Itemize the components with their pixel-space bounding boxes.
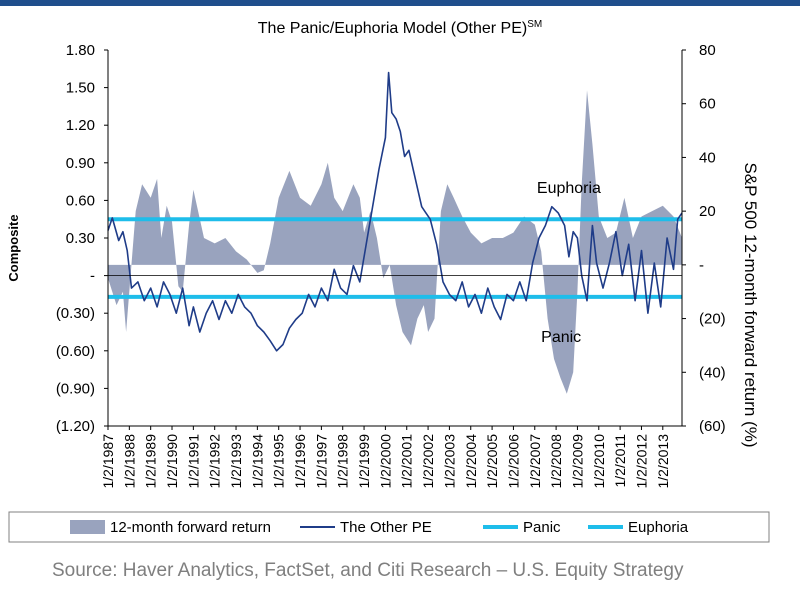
- other-pe-line: [107, 71, 683, 352]
- chart-title: The Panic/Euphoria Model (Other PE)SM: [258, 19, 542, 37]
- x-tick-label: 1/2/2001: [399, 434, 415, 489]
- x-tick-label: 1/2/2002: [420, 434, 436, 489]
- source-note: Source: Haver Analytics, FactSet, and Ci…: [52, 560, 684, 581]
- right-tick-label: (60): [699, 418, 726, 435]
- legend-box: [8, 511, 770, 543]
- x-tick-label: 1/2/1992: [207, 434, 223, 489]
- x-tick-label: 1/2/1991: [185, 434, 201, 489]
- left-tick-label: 0.60: [66, 192, 95, 209]
- legend: 12-month forward return The Other PE Panic…: [70, 519, 689, 536]
- x-tick-label: 1/2/1988: [121, 434, 137, 489]
- x-tick-label: 1/2/2009: [569, 434, 585, 489]
- x-tick-label: 1/2/2008: [548, 434, 564, 489]
- legend-label-euphoria: Euphoria: [628, 519, 689, 536]
- forward-return-layer: [108, 90, 682, 394]
- left-tick-label: (0.30): [56, 305, 95, 322]
- x-tick-label: 1/2/2000: [377, 434, 393, 489]
- x-tick-label: 1/2/1998: [335, 434, 351, 489]
- x-tick-label: 1/2/1990: [164, 434, 180, 489]
- right-tick-label: -: [699, 257, 704, 274]
- right-tick-label: 40: [699, 149, 716, 166]
- left-tick-label: (0.60): [56, 343, 95, 360]
- x-tick-label: 1/2/1997: [313, 434, 329, 489]
- x-tick-label: 1/2/1994: [249, 434, 265, 489]
- legend-label-panic: Panic: [523, 519, 561, 536]
- left-tick-label: 1.50: [66, 80, 95, 97]
- x-tick-label: 1/2/2003: [441, 434, 457, 489]
- left-tick-label: (1.20): [56, 418, 95, 435]
- left-tick-label: 1.20: [66, 117, 95, 134]
- axes-layer: [104, 49, 686, 430]
- x-tick-label: 1/2/2010: [591, 434, 607, 489]
- x-tick-label: 1/2/1999: [356, 434, 372, 489]
- annotation-euphoria: Euphoria: [537, 180, 601, 197]
- text-layer: 1.80 1.50 1.20 0.90 0.60 0.30 - (0.30) (0.60) (0.…: [6, 19, 760, 489]
- right-axis-title: S&P 500 12-month forward return (%): [741, 162, 760, 447]
- x-tick-label: 1/2/2012: [633, 434, 649, 489]
- right-tick-label: 80: [699, 42, 716, 59]
- other-pe-layer: [107, 71, 683, 352]
- left-tick-label: 0.30: [66, 230, 95, 247]
- top-accent-bar: [0, 0, 800, 6]
- x-tick-label: 1/2/1989: [143, 434, 159, 489]
- x-tick-label: 1/2/1996: [292, 434, 308, 489]
- right-tick-label: 60: [699, 96, 716, 113]
- left-axis-title: Composite: [6, 214, 21, 281]
- legend-label-forward-return: 12-month forward return: [110, 519, 271, 536]
- right-tick-label: (40): [699, 364, 726, 381]
- right-tick-label: 20: [699, 203, 716, 220]
- x-tick-label: 1/2/2005: [484, 434, 500, 489]
- legend-swatch-forward-return: [70, 520, 105, 534]
- x-tick-label: 1/2/1987: [100, 434, 116, 489]
- left-tick-label: 1.80: [66, 42, 95, 59]
- x-tick-label: 1/2/2013: [655, 434, 671, 489]
- x-tick-label: 1/2/2007: [527, 434, 543, 489]
- annotation-panic: Panic: [541, 329, 581, 346]
- x-tick-label: 1/2/2006: [505, 434, 521, 489]
- x-tick-label: 1/2/1993: [228, 434, 244, 489]
- left-tick-label: -: [90, 268, 95, 285]
- left-tick-label: 0.90: [66, 155, 95, 172]
- x-tick-label: 1/2/1995: [271, 434, 287, 489]
- chart-title-superscript: SM: [527, 19, 542, 30]
- right-tick-label: (20): [699, 311, 726, 328]
- forward-return-area: [108, 90, 682, 394]
- legend-label-other-pe: The Other PE: [340, 519, 432, 536]
- left-tick-label: (0.90): [56, 380, 95, 397]
- x-tick-label: 1/2/2004: [463, 434, 479, 489]
- x-tick-label: 1/2/2011: [612, 434, 628, 488]
